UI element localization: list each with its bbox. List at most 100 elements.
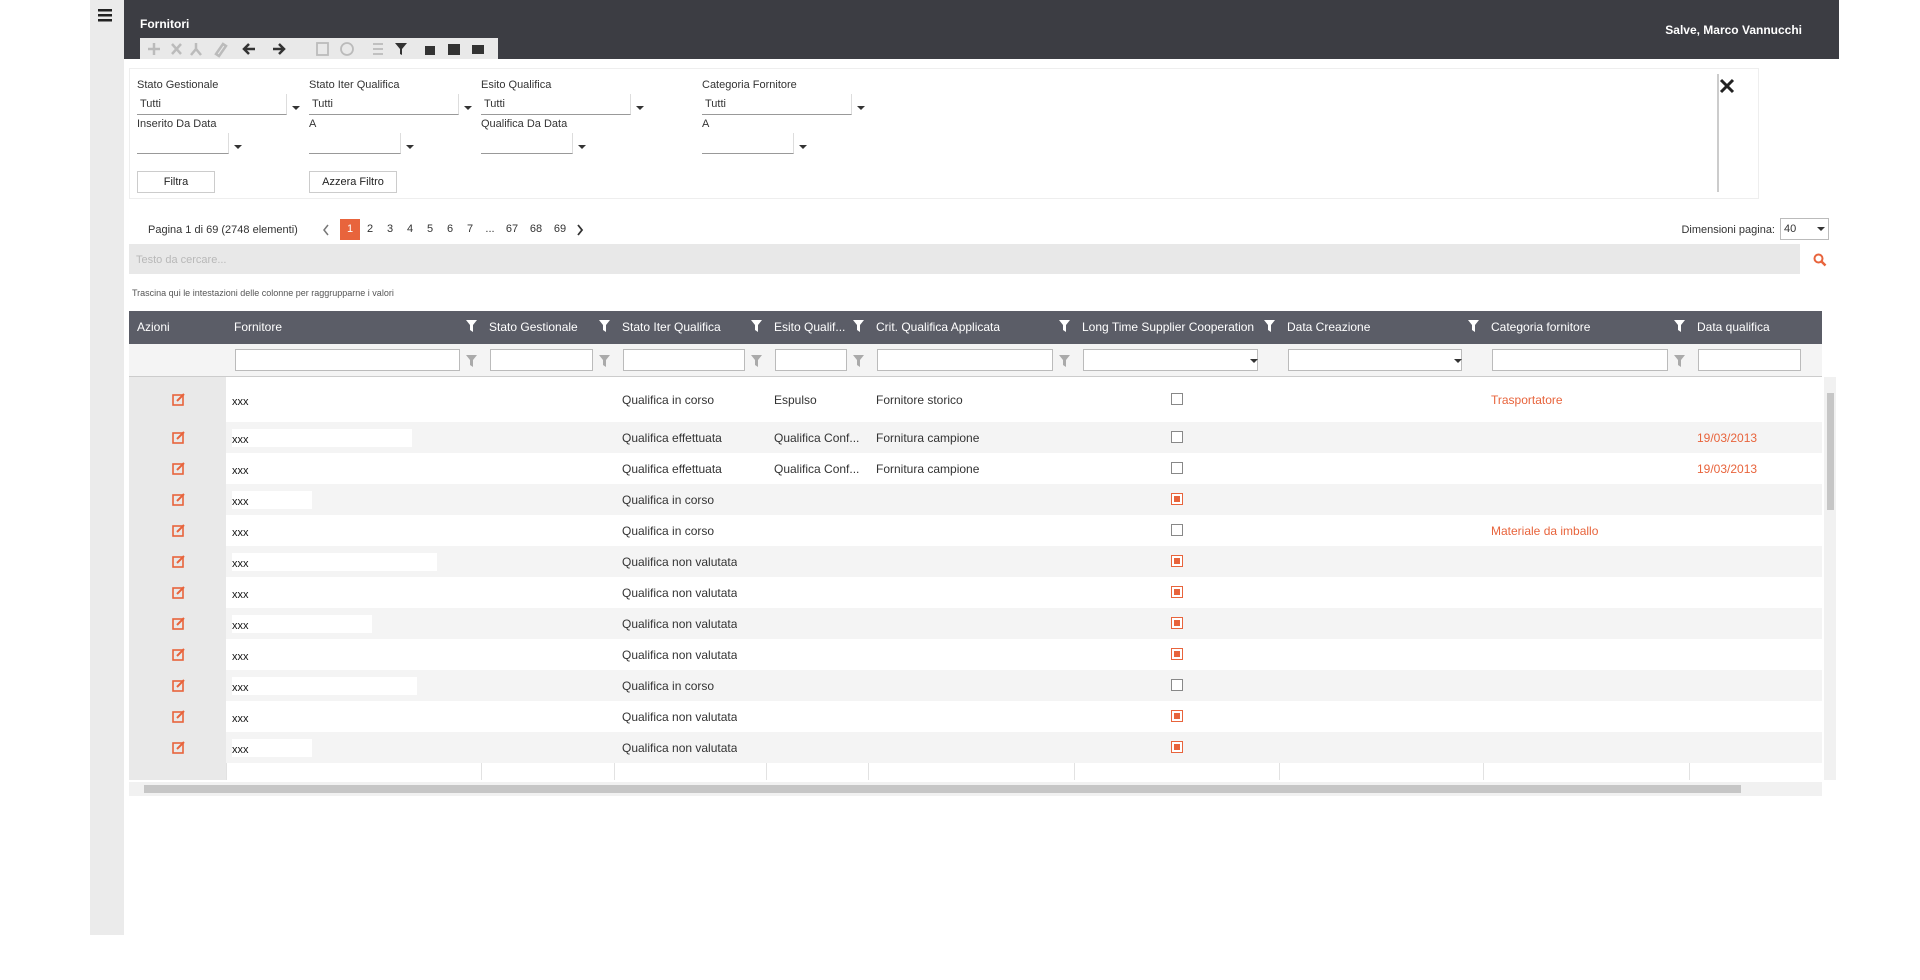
page-button[interactable]: ... <box>485 223 495 235</box>
user-greeting: Salve, Marco Vannucchi <box>1665 23 1802 37</box>
filter-select[interactable] <box>481 94 631 115</box>
column-header[interactable]: Stato Gestionale <box>489 320 578 334</box>
checkbox[interactable] <box>1170 740 1183 753</box>
filter-button[interactable]: Azzera Filtro <box>309 171 397 193</box>
checkbox[interactable] <box>1170 554 1183 567</box>
page-button[interactable]: 1 <box>340 219 360 240</box>
edit-button[interactable] <box>172 461 185 475</box>
edit-button[interactable] <box>172 709 185 723</box>
column-filter-input[interactable] <box>235 349 460 371</box>
table-row <box>226 515 1822 546</box>
filter-label: Esito Qualifica <box>481 79 552 91</box>
vertical-scroll-thumb[interactable] <box>1827 393 1834 510</box>
filter-select[interactable] <box>137 94 287 115</box>
page-title: Fornitori <box>140 17 190 31</box>
checkbox[interactable] <box>1170 647 1183 660</box>
column-filter-icon[interactable] <box>599 355 610 367</box>
filter-select[interactable] <box>702 133 794 154</box>
page-button[interactable]: 7 <box>466 223 474 235</box>
column-filter-icon[interactable] <box>853 355 864 367</box>
column-filter-icon[interactable] <box>751 320 762 332</box>
page-size-select[interactable] <box>1780 218 1829 240</box>
checkbox[interactable] <box>1170 523 1183 536</box>
edit-button[interactable] <box>172 430 185 444</box>
column-filter-icon[interactable] <box>1059 320 1070 332</box>
column-filter-input[interactable] <box>1288 349 1462 371</box>
column-filter-icon[interactable] <box>751 355 762 367</box>
column-header[interactable]: Categoria fornitore <box>1491 320 1591 334</box>
edit-button[interactable] <box>172 740 185 754</box>
filter-button[interactable]: Filtra <box>137 171 215 193</box>
column-filter-input[interactable] <box>775 349 847 371</box>
edit-button[interactable] <box>172 523 185 537</box>
checkbox[interactable] <box>1170 616 1183 629</box>
column-header[interactable]: Azioni <box>137 320 170 334</box>
checkbox[interactable] <box>1170 430 1183 443</box>
column-filter-icon[interactable] <box>1264 320 1275 332</box>
column-filter-input[interactable] <box>1698 349 1801 371</box>
column-filter-icon[interactable] <box>1468 320 1479 332</box>
column-filter-icon[interactable] <box>599 320 610 332</box>
table-row <box>226 377 1822 422</box>
redacted-block <box>232 552 437 571</box>
cell-text: xxx <box>232 557 249 570</box>
column-filter-icon[interactable] <box>1059 355 1070 367</box>
edit-button[interactable] <box>172 616 185 630</box>
column-header[interactable]: Fornitore <box>234 320 283 334</box>
edit-button[interactable] <box>172 492 185 506</box>
toolbar-icons <box>148 42 484 58</box>
filter-select[interactable] <box>137 133 229 154</box>
prev-page[interactable] <box>322 224 330 236</box>
column-filter-icon[interactable] <box>466 320 477 332</box>
column-filter-input[interactable] <box>490 349 593 371</box>
next-page[interactable] <box>576 224 584 236</box>
column-header[interactable]: Esito Qualif... <box>774 320 846 334</box>
page-button[interactable]: 3 <box>386 223 394 235</box>
column-filter-icon[interactable] <box>1674 320 1685 332</box>
column-header[interactable]: Stato Iter Qualifica <box>622 320 721 334</box>
search-bar[interactable] <box>129 244 1800 274</box>
checkbox[interactable] <box>1170 585 1183 598</box>
column-filter-icon[interactable] <box>853 320 864 332</box>
cell-text: Fornitura campione <box>876 430 980 445</box>
filter-select[interactable] <box>309 133 401 154</box>
column-filter-input[interactable] <box>1492 349 1668 371</box>
page-button[interactable]: 68 <box>529 223 543 235</box>
edit-button[interactable] <box>172 585 185 599</box>
checkbox[interactable] <box>1170 492 1183 505</box>
column-filter-input[interactable] <box>1083 349 1258 371</box>
edit-button[interactable] <box>172 554 185 568</box>
edit-button[interactable] <box>172 678 185 692</box>
column-filter-icon[interactable] <box>466 355 477 367</box>
page-button[interactable]: 2 <box>366 223 374 235</box>
page-button[interactable]: 6 <box>446 223 454 235</box>
page-button[interactable]: 67 <box>505 223 519 235</box>
filter-select[interactable] <box>481 133 573 154</box>
filter-label: A <box>702 118 710 130</box>
checkbox[interactable] <box>1170 392 1183 405</box>
filter-select[interactable] <box>702 94 852 115</box>
checkbox[interactable] <box>1170 678 1183 691</box>
column-header[interactable]: Long Time Supplier Cooperation <box>1082 320 1255 334</box>
page-size-label: Dimensioni pagina: <box>1681 224 1775 236</box>
column-header[interactable]: Data Creazione <box>1287 320 1371 334</box>
page-button[interactable]: 4 <box>406 223 414 235</box>
horizontal-scroll-thumb[interactable] <box>144 785 1741 793</box>
column-filter-icon[interactable] <box>1674 355 1685 367</box>
column-header[interactable]: Data qualifica <box>1697 320 1770 334</box>
column-filter-input[interactable] <box>877 349 1053 371</box>
page-button[interactable]: 5 <box>426 223 434 235</box>
edit-button[interactable] <box>172 647 185 661</box>
column-filter-input[interactable] <box>623 349 745 371</box>
close-filter-button[interactable] <box>1719 78 1735 94</box>
column-header[interactable]: Crit. Qualifica Applicata <box>876 320 1001 334</box>
filter-value: Tutti <box>312 98 333 110</box>
checkbox[interactable] <box>1170 461 1183 474</box>
search-icon[interactable] <box>1813 253 1827 267</box>
menu-button[interactable] <box>98 8 114 22</box>
filter-select[interactable] <box>309 94 459 115</box>
edit-button[interactable] <box>172 392 185 406</box>
page-button[interactable]: 69 <box>553 223 567 235</box>
checkbox[interactable] <box>1170 709 1183 722</box>
